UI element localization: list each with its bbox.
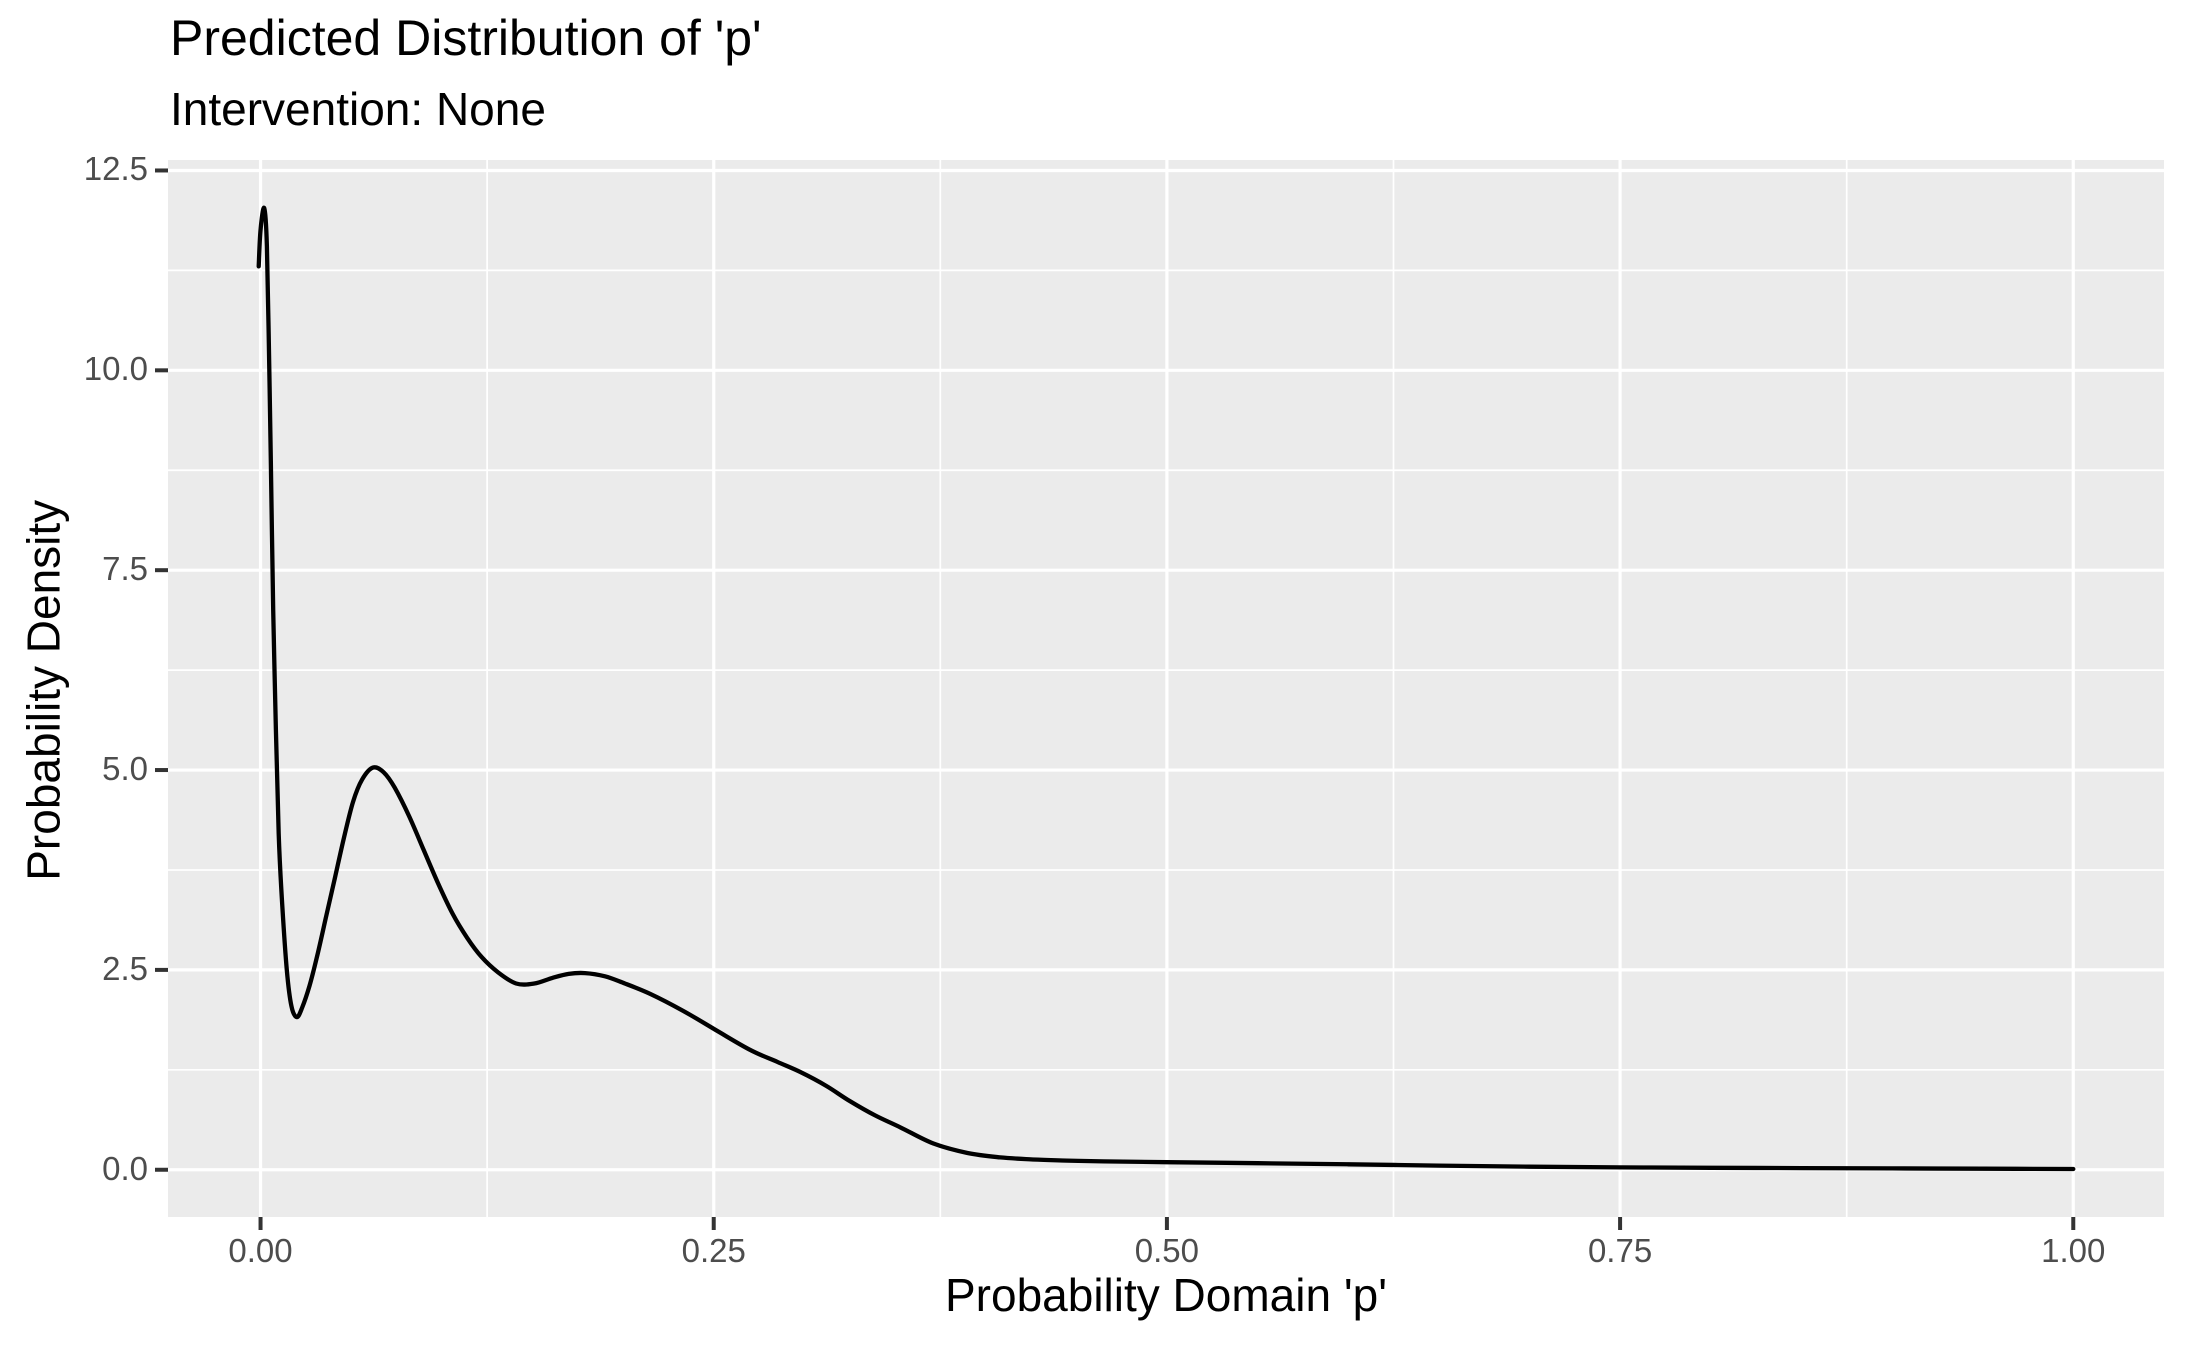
y-tick-label: 0.0	[102, 1149, 148, 1187]
x-tick-label: 1.00	[2041, 1232, 2106, 1269]
y-tick-label: 2.5	[102, 949, 148, 987]
y-tick-label: 10.0	[83, 350, 148, 388]
density-line	[256, 205, 2076, 1172]
plot-title: Predicted Distribution of 'p'	[170, 10, 762, 66]
y-tick-label: 7.5	[102, 550, 148, 588]
x-tick-label: 0.00	[228, 1232, 293, 1269]
y-tick-label: 12.5	[83, 150, 148, 188]
y-axis-title: Probability Density	[17, 499, 70, 881]
y-tick-label: 5.0	[102, 750, 148, 788]
x-tick-label: 0.50	[1134, 1232, 1200, 1269]
x-tick-label: 0.75	[1587, 1232, 1653, 1269]
plot-subtitle: Intervention: None	[170, 83, 546, 135]
x-axis-title: Probability Domain 'p'	[945, 1269, 1387, 1321]
x-tick-label: 0.25	[681, 1232, 746, 1269]
